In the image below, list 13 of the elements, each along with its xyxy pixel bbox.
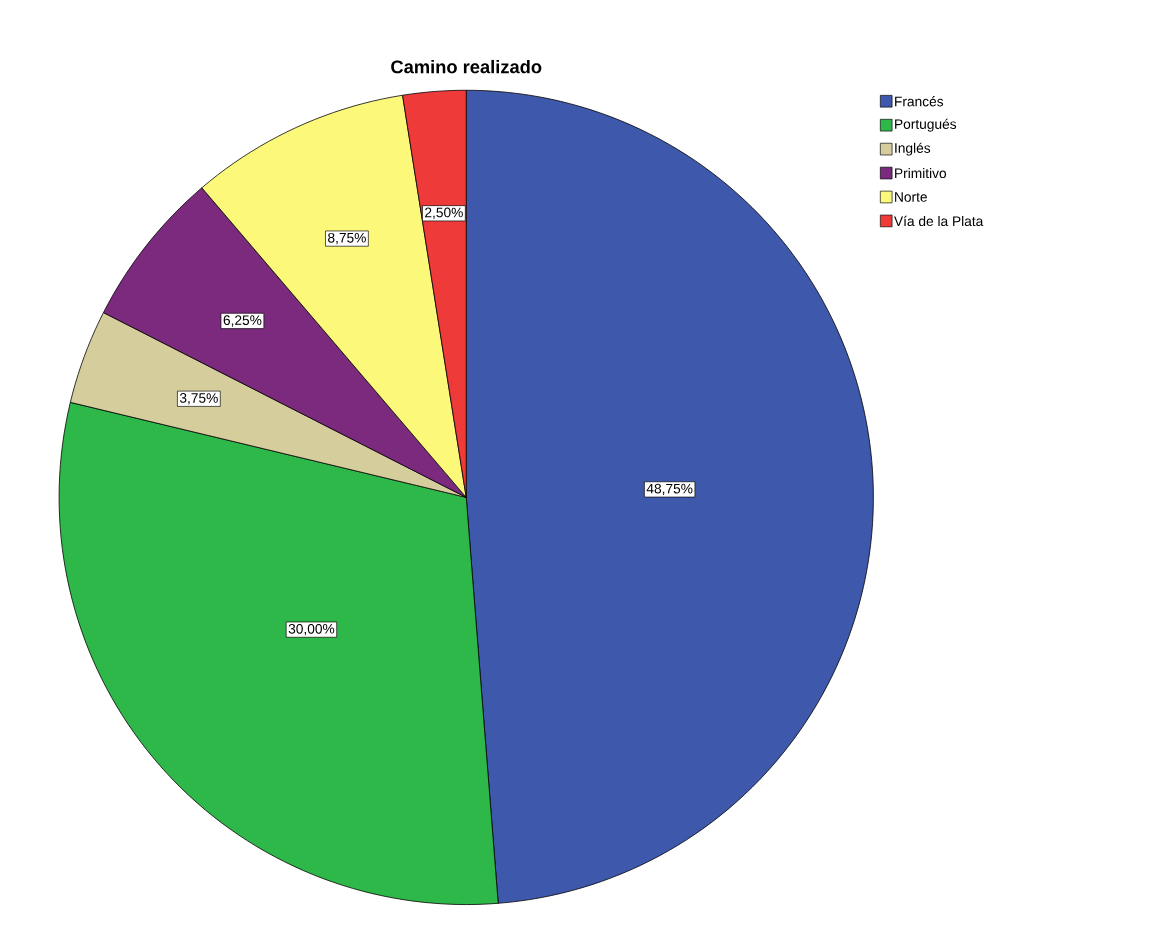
chart-title: Camino realizado: [391, 59, 542, 74]
data-label: 48,75%: [646, 483, 693, 496]
data-label: 8,75%: [328, 232, 366, 245]
data-label: 6,25%: [223, 315, 262, 327]
data-label: 30,00%: [288, 623, 335, 636]
legend-label: Francés: [895, 96, 944, 107]
legend-label: Inglés: [895, 142, 931, 156]
legend-label: Primitivo: [895, 168, 947, 179]
legend-label: Norte: [895, 192, 927, 202]
data-label: 2,50%: [425, 207, 463, 219]
data-label: 3,75%: [179, 393, 218, 405]
legend-label: Portugués: [895, 118, 957, 132]
legend-label: Vía de la Plata: [894, 215, 984, 227]
